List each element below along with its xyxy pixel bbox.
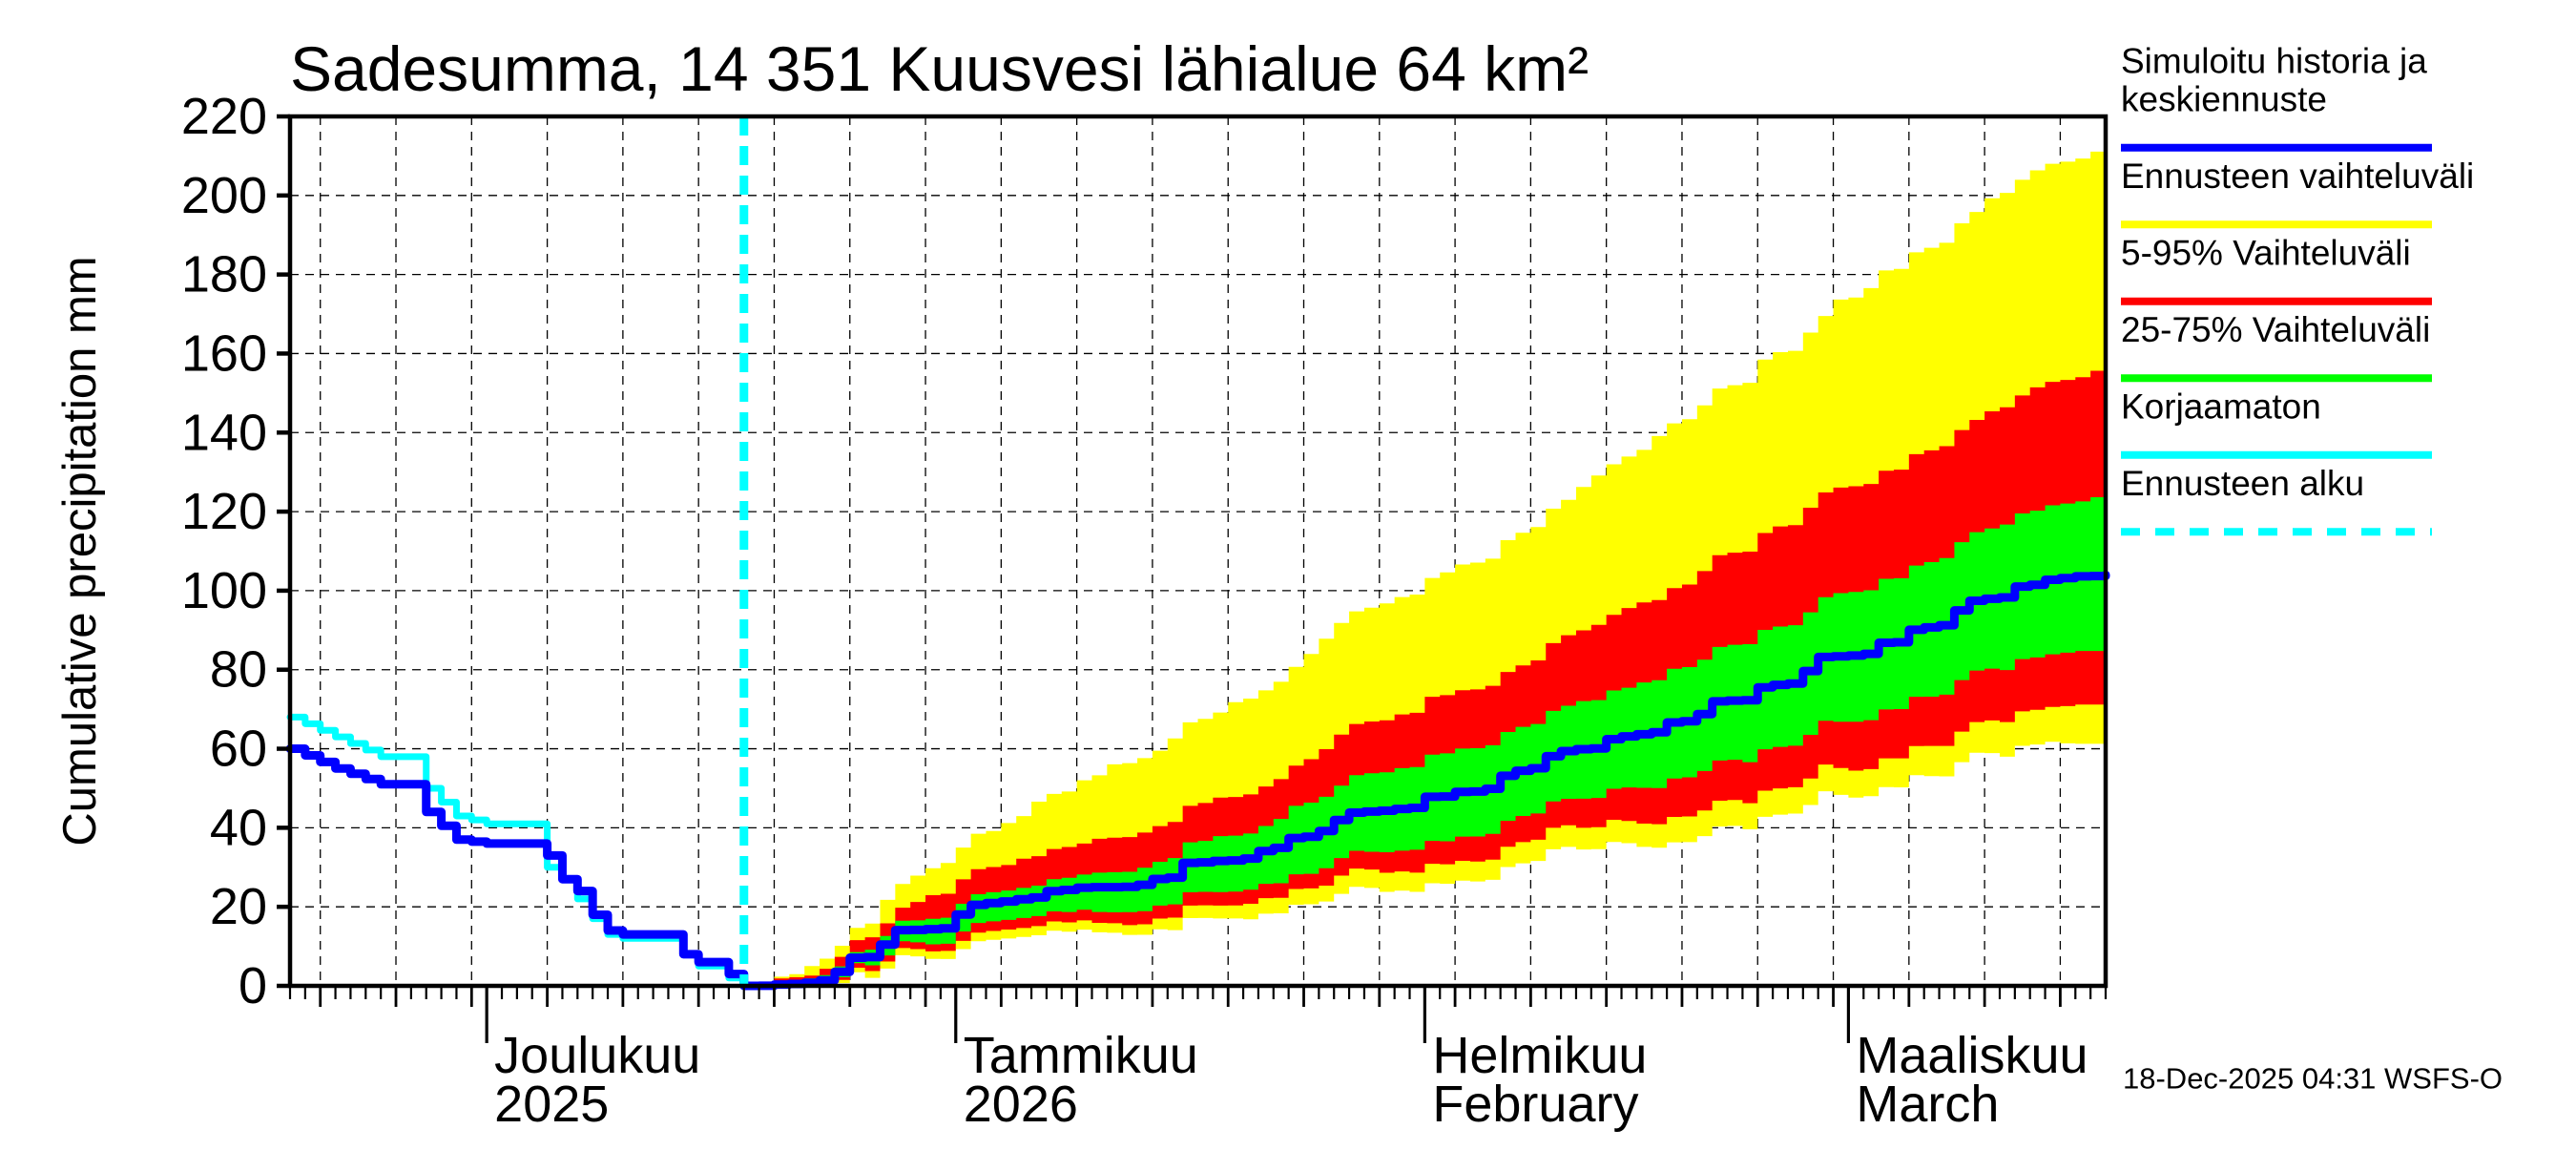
svg-text:March: March — [1856, 1076, 1999, 1133]
svg-text:Korjaamaton: Korjaamaton — [2121, 387, 2321, 426]
svg-text:5-95% Vaihteluväli: 5-95% Vaihteluväli — [2121, 233, 2411, 272]
svg-text:160: 160 — [181, 324, 267, 382]
svg-text:18-Dec-2025 04:31 WSFS-O: 18-Dec-2025 04:31 WSFS-O — [2123, 1062, 2503, 1096]
svg-text:200: 200 — [181, 167, 267, 224]
svg-text:20: 20 — [210, 878, 267, 935]
svg-text:2026: 2026 — [964, 1076, 1078, 1133]
svg-text:100: 100 — [181, 562, 267, 619]
svg-text:40: 40 — [210, 799, 267, 856]
svg-text:140: 140 — [181, 404, 267, 461]
svg-text:Ennusteen vaihteluväli: Ennusteen vaihteluväli — [2121, 157, 2474, 196]
svg-text:Cumulative precipitation mm: Cumulative precipitation mm — [54, 256, 106, 846]
svg-text:Simuloitu historia ja: Simuloitu historia ja — [2121, 42, 2427, 81]
svg-text:keskiennuste: keskiennuste — [2121, 79, 2327, 118]
svg-text:180: 180 — [181, 246, 267, 303]
svg-text:80: 80 — [210, 641, 267, 699]
svg-text:Ennusteen alku: Ennusteen alku — [2121, 464, 2364, 503]
svg-text:February: February — [1432, 1076, 1638, 1133]
svg-text:0: 0 — [239, 957, 267, 1014]
svg-text:25-75% Vaihteluväli: 25-75% Vaihteluväli — [2121, 310, 2430, 349]
svg-text:220: 220 — [181, 88, 267, 145]
svg-text:120: 120 — [181, 483, 267, 540]
svg-text:60: 60 — [210, 721, 267, 778]
svg-text:Sadesumma, 14 351 Kuusvesi läh: Sadesumma, 14 351 Kuusvesi lähialue 64 k… — [290, 33, 1589, 104]
svg-text:2025: 2025 — [494, 1076, 609, 1133]
